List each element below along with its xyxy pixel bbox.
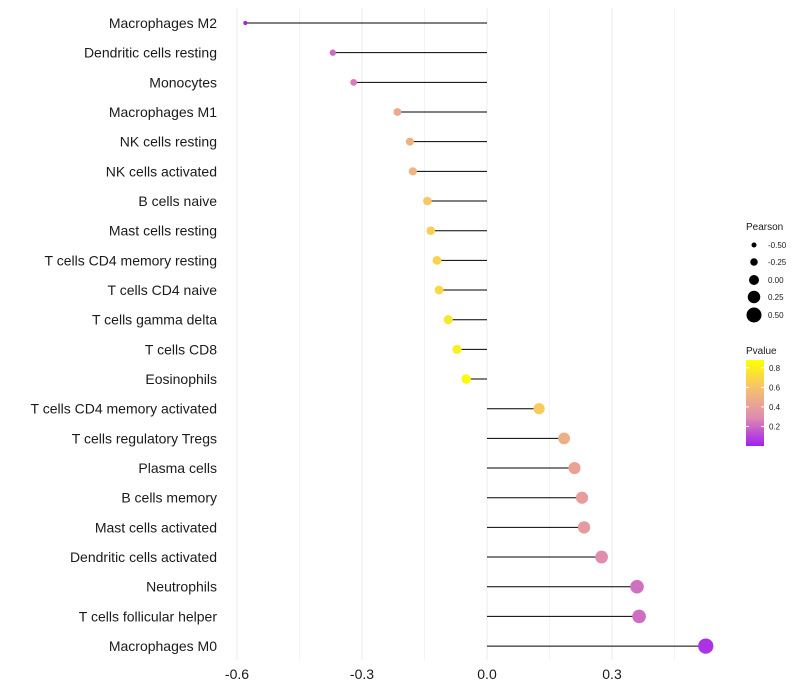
category-label-macrophages-m0: Macrophages M0 <box>109 638 217 654</box>
pvalue-colorbar <box>746 360 764 446</box>
x-tick-label: -0.6 <box>225 666 249 682</box>
x-axis-tick-labels: -0.6 -0.3 0.0 0.3 <box>225 666 622 682</box>
category-label-dendritic-cells-activated: Dendritic cells activated <box>70 549 217 565</box>
point-b-cells-naive <box>423 196 432 206</box>
category-label-b-cells-memory: B cells memory <box>121 490 217 506</box>
pvalue-tick-label: 0.2 <box>769 422 781 431</box>
category-label-mast-cells-activated: Mast cells activated <box>95 519 217 535</box>
category-label-mast-cells-resting: Mast cells resting <box>109 223 217 239</box>
category-labels: Macrophages M2 Dendritic cells resting Mon… <box>31 15 218 654</box>
x-tick-label: 0.0 <box>477 666 497 682</box>
pearson-legend-dot <box>746 307 762 323</box>
category-label-t-cells-cd8: T cells CD8 <box>145 341 217 357</box>
point-macrophages-m0 <box>698 638 714 654</box>
point-nk-cells-resting <box>405 137 414 146</box>
category-label-b-cells-naive: B cells naive <box>138 193 217 209</box>
pearson-legend-dot <box>749 275 759 285</box>
category-label-eosinophils: Eosinophils <box>145 371 217 387</box>
category-label-t-cells-gamma-delta: T cells gamma delta <box>92 312 217 328</box>
pearson-legend-label: -0.25 <box>768 258 787 267</box>
pearson-legend-label: -0.50 <box>768 241 787 250</box>
pvalue-tick-label: 0.4 <box>769 403 781 412</box>
point-mast-cells-activated <box>577 521 591 534</box>
pearson-legend: Pearson -0.50 -0.25 0.00 0.25 0.50 <box>746 222 787 323</box>
point-t-cells-cd4-naive <box>434 285 444 295</box>
point-nk-cells-activated <box>408 167 417 176</box>
pvalue-legend: Pvalue 0.8 0.6 0.4 0.2 <box>746 346 781 446</box>
pearson-legend-label: 0.00 <box>768 276 784 285</box>
point-t-cells-follicular-helper <box>632 609 646 624</box>
x-tick-label: 0.3 <box>602 666 622 682</box>
category-label-neutrophils: Neutrophils <box>146 579 217 595</box>
pvalue-tick-label: 0.8 <box>769 364 781 373</box>
point-mast-cells-resting <box>426 226 436 236</box>
pearson-legend-dot <box>751 242 757 248</box>
pearson-legend-dot <box>747 290 761 304</box>
pearson-legend-label: 0.50 <box>768 311 784 320</box>
lollipop-stems <box>245 22 706 647</box>
lollipop-points <box>243 20 714 654</box>
point-macrophages-m1 <box>393 108 402 116</box>
pearson-legend-dot <box>750 258 758 266</box>
point-t-cells-gamma-delta <box>443 315 453 325</box>
point-neutrophils <box>630 579 644 594</box>
category-label-nk-cells-activated: NK cells activated <box>106 163 217 179</box>
category-label-dendritic-cells-resting: Dendritic cells resting <box>84 45 217 61</box>
grid-lines <box>236 8 675 660</box>
point-eosinophils <box>461 374 471 384</box>
category-label-t-cells-regulatory-tregs: T cells regulatory Tregs <box>72 430 217 446</box>
point-dendritic-cells-resting <box>329 49 336 56</box>
category-label-monocytes: Monocytes <box>149 74 217 90</box>
pearson-legend-title: Pearson <box>746 222 783 233</box>
point-t-cells-cd8 <box>452 344 462 355</box>
point-t-cells-cd4-memory-activated <box>533 403 545 415</box>
category-label-macrophages-m2: Macrophages M2 <box>109 15 217 31</box>
point-t-cells-regulatory-tregs <box>558 432 571 445</box>
point-dendritic-cells-activated <box>595 550 608 564</box>
point-macrophages-m2 <box>243 20 248 26</box>
category-label-t-cells-follicular-helper: T cells follicular helper <box>79 608 218 624</box>
category-label-plasma-cells: Plasma cells <box>138 460 217 476</box>
pvalue-tick-label: 0.6 <box>769 383 781 392</box>
pvalue-legend-title: Pvalue <box>746 346 777 357</box>
point-t-cells-cd4-memory-resting <box>432 255 442 265</box>
point-plasma-cells <box>568 462 581 475</box>
point-monocytes <box>350 78 358 86</box>
category-label-macrophages-m1: Macrophages M1 <box>109 104 217 120</box>
point-b-cells-memory <box>575 491 589 504</box>
category-label-t-cells-cd4-memory-activated: T cells CD4 memory activated <box>31 401 217 417</box>
category-label-t-cells-cd4-naive: T cells CD4 naive <box>108 282 218 298</box>
category-label-nk-cells-resting: NK cells resting <box>120 134 217 150</box>
x-tick-label: -0.3 <box>350 666 374 682</box>
pearson-legend-label: 0.25 <box>768 293 784 302</box>
category-label-t-cells-cd4-memory-resting: T cells CD4 memory resting <box>45 252 217 268</box>
